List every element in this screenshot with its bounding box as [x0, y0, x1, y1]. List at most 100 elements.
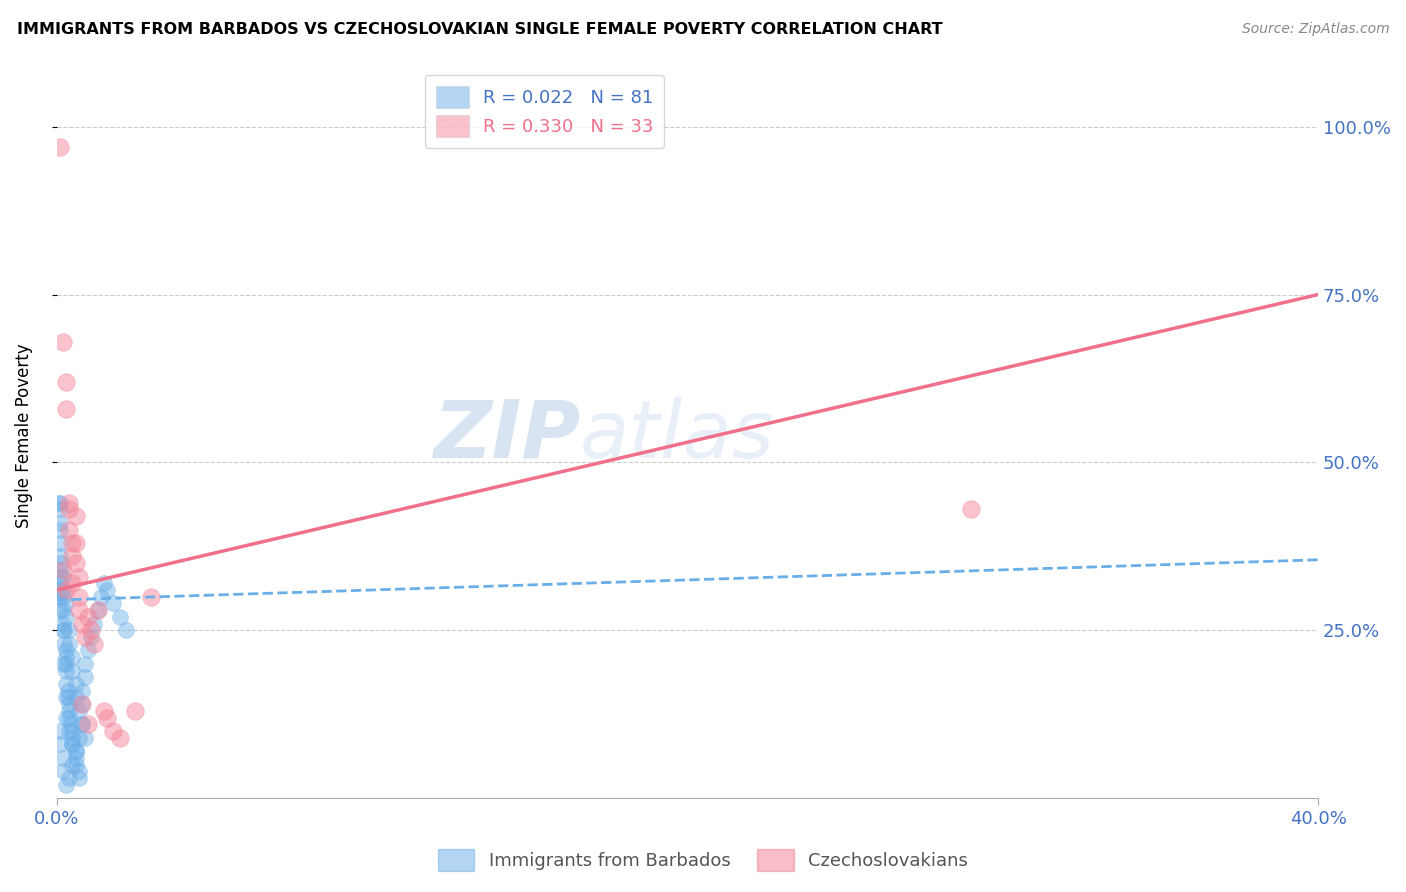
Point	[58, 771, 80, 785]
Point	[52, 751, 75, 765]
Point	[70, 697, 93, 711]
Point	[52, 563, 75, 577]
Point	[70, 717, 93, 731]
Point	[49, 576, 72, 591]
Point	[96, 582, 118, 597]
Point	[60, 664, 83, 678]
Point	[67, 569, 90, 583]
Point	[60, 738, 83, 752]
Point	[77, 717, 100, 731]
Point	[70, 683, 93, 698]
Text: IMMIGRANTS FROM BARBADOS VS CZECHOSLOVAKIAN SINGLE FEMALE POVERTY CORRELATION CH: IMMIGRANTS FROM BARBADOS VS CZECHOSLOVAK…	[17, 22, 942, 37]
Point	[58, 637, 80, 651]
Text: Source: ZipAtlas.com: Source: ZipAtlas.com	[1241, 22, 1389, 37]
Point	[55, 401, 77, 416]
Point	[55, 650, 77, 665]
Point	[60, 576, 83, 591]
Point	[55, 710, 77, 724]
Point	[65, 744, 87, 758]
Point	[52, 582, 75, 597]
Point	[60, 549, 83, 564]
Point	[67, 764, 90, 779]
Point	[65, 757, 87, 772]
Point	[52, 334, 75, 349]
Point	[115, 624, 138, 638]
Point	[77, 643, 100, 657]
Point	[65, 556, 87, 570]
Point	[49, 563, 72, 577]
Point	[60, 536, 83, 550]
Point	[108, 731, 131, 745]
Point	[56, 683, 79, 698]
Point	[60, 731, 83, 745]
Point	[52, 764, 75, 779]
Point	[83, 637, 105, 651]
Point	[58, 697, 80, 711]
Point	[52, 616, 75, 631]
Point	[58, 704, 80, 718]
Point	[65, 744, 87, 758]
Point	[141, 590, 163, 604]
Point	[58, 523, 80, 537]
Point	[60, 650, 83, 665]
Point	[52, 603, 75, 617]
Point	[58, 496, 80, 510]
Legend: R = 0.022   N = 81, R = 0.330   N = 33: R = 0.022 N = 81, R = 0.330 N = 33	[425, 75, 664, 148]
Point	[65, 751, 87, 765]
Point	[103, 596, 125, 610]
Point	[49, 590, 72, 604]
Point	[49, 723, 72, 738]
Point	[49, 502, 72, 516]
Point	[55, 582, 77, 597]
Legend: Immigrants from Barbados, Czechoslovakians: Immigrants from Barbados, Czechoslovakia…	[430, 842, 976, 879]
Point	[96, 710, 118, 724]
Point	[77, 610, 100, 624]
Point	[55, 596, 77, 610]
Point	[86, 603, 108, 617]
Point	[65, 690, 87, 705]
Point	[86, 603, 108, 617]
Point	[67, 704, 90, 718]
Point	[80, 630, 103, 644]
Point	[70, 616, 93, 631]
Point	[55, 778, 77, 792]
Text: atlas: atlas	[581, 397, 775, 475]
Point	[70, 697, 93, 711]
Text: ZIP: ZIP	[433, 397, 581, 475]
Point	[55, 657, 77, 671]
Point	[124, 704, 146, 718]
Point	[70, 717, 93, 731]
Point	[49, 603, 72, 617]
Y-axis label: Single Female Poverty: Single Female Poverty	[15, 343, 32, 528]
Point	[93, 576, 115, 591]
Point	[60, 723, 83, 738]
Point	[60, 757, 83, 772]
Point	[83, 616, 105, 631]
Point	[65, 509, 87, 524]
Point	[49, 140, 72, 154]
Point	[65, 677, 87, 691]
Point	[46, 496, 69, 510]
Point	[52, 569, 75, 583]
Point	[58, 723, 80, 738]
Point	[56, 690, 79, 705]
Point	[53, 624, 76, 638]
Point	[58, 624, 80, 638]
Point	[67, 771, 90, 785]
Point	[80, 624, 103, 638]
Point	[55, 664, 77, 678]
Point	[103, 723, 125, 738]
Point	[90, 590, 112, 604]
Point	[49, 496, 72, 510]
Point	[55, 375, 77, 389]
Point	[49, 536, 72, 550]
Point	[67, 590, 90, 604]
Point	[960, 502, 983, 516]
Point	[58, 502, 80, 516]
Point	[65, 536, 87, 550]
Point	[108, 610, 131, 624]
Point	[49, 549, 72, 564]
Point	[53, 637, 76, 651]
Point	[49, 516, 72, 530]
Point	[93, 704, 115, 718]
